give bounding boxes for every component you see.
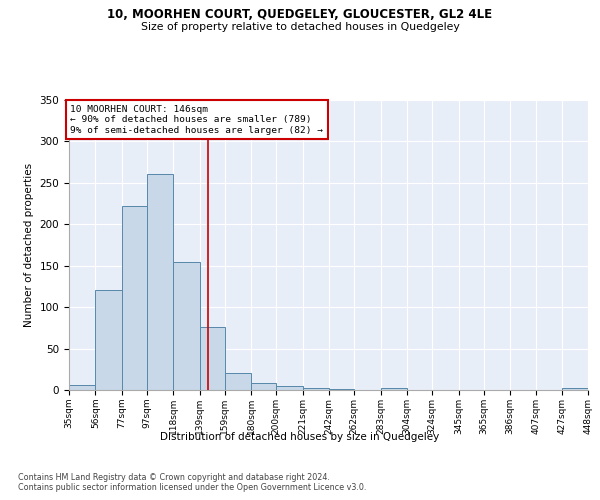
Bar	[562, 388, 588, 390]
Bar	[329, 389, 354, 390]
Bar	[251, 382, 277, 390]
Bar	[200, 327, 225, 390]
Bar	[122, 206, 147, 390]
Text: Contains public sector information licensed under the Open Government Licence v3: Contains public sector information licen…	[18, 484, 367, 492]
Bar	[303, 388, 329, 390]
Text: Contains HM Land Registry data © Crown copyright and database right 2024.: Contains HM Land Registry data © Crown c…	[18, 472, 330, 482]
Bar	[225, 372, 251, 390]
Text: Size of property relative to detached houses in Quedgeley: Size of property relative to detached ho…	[140, 22, 460, 32]
Bar	[277, 386, 303, 390]
Y-axis label: Number of detached properties: Number of detached properties	[24, 163, 34, 327]
Bar	[69, 385, 95, 390]
Bar	[95, 290, 122, 390]
Bar	[173, 262, 200, 390]
Text: Distribution of detached houses by size in Quedgeley: Distribution of detached houses by size …	[160, 432, 440, 442]
Bar	[147, 174, 173, 390]
Text: 10 MOORHEN COURT: 146sqm
← 90% of detached houses are smaller (789)
9% of semi-d: 10 MOORHEN COURT: 146sqm ← 90% of detach…	[70, 105, 323, 135]
Bar	[380, 388, 407, 390]
Text: 10, MOORHEN COURT, QUEDGELEY, GLOUCESTER, GL2 4LE: 10, MOORHEN COURT, QUEDGELEY, GLOUCESTER…	[107, 8, 493, 20]
